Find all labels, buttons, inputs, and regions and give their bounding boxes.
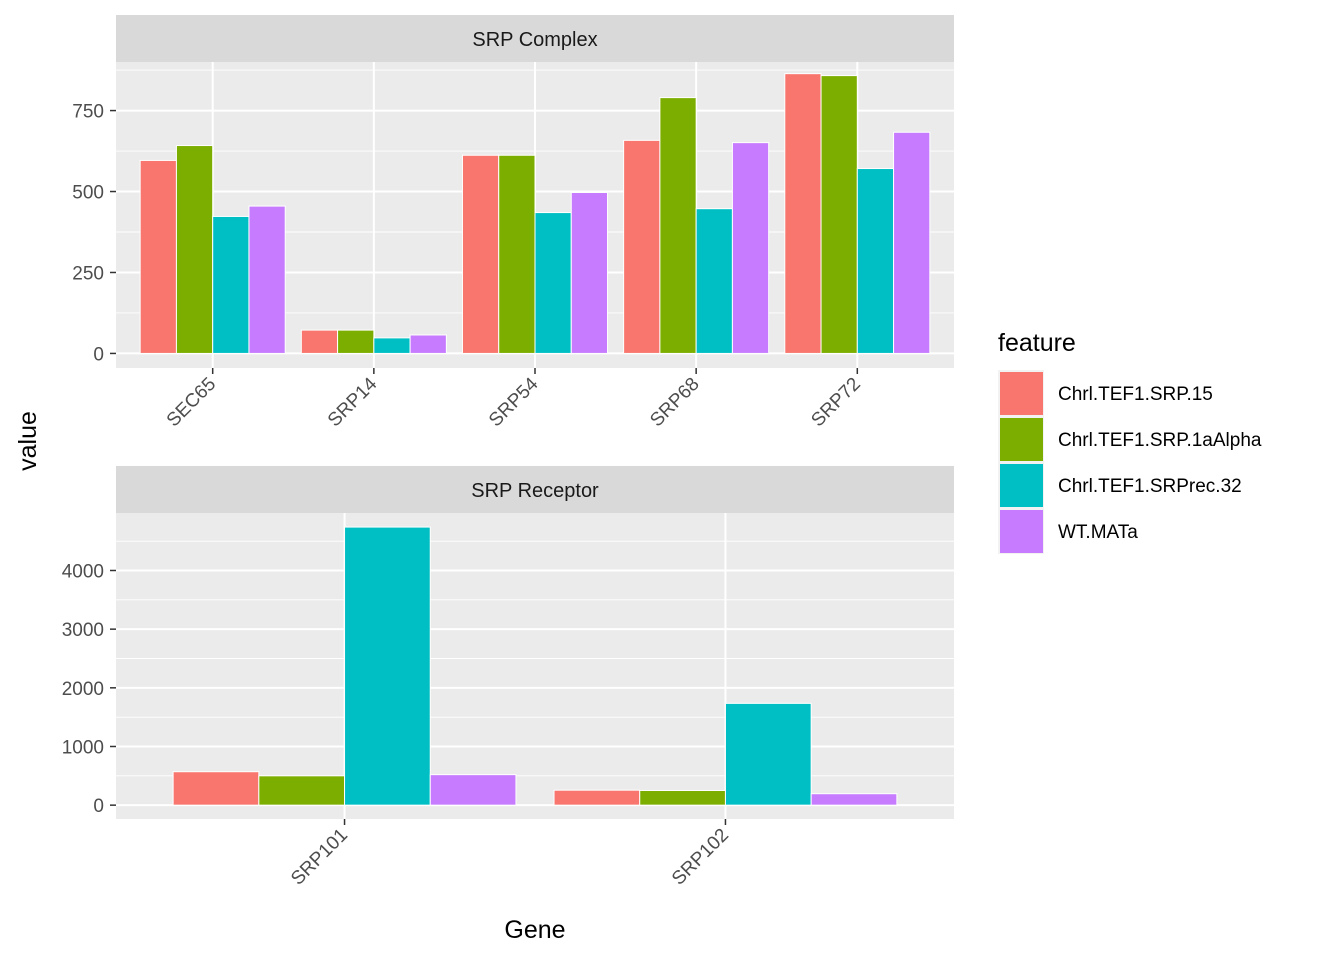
x-tick-label: SRP102 (668, 825, 733, 890)
bar (409, 334, 447, 354)
bar (639, 789, 726, 806)
bar (461, 154, 500, 354)
y-tick-label: 0 (93, 796, 104, 817)
y-axis-ticks: 0 250 500 750 (72, 102, 116, 365)
legend-key (1000, 510, 1043, 553)
bar (553, 789, 641, 806)
bar (248, 205, 286, 354)
bar (534, 212, 572, 354)
bar (258, 775, 346, 806)
legend-key (1000, 464, 1043, 507)
x-tick-label: SRP14 (324, 373, 382, 431)
panel-strip-title: SRP Complex (472, 29, 597, 51)
legend-key (1000, 372, 1043, 415)
x-axis-title: Gene (504, 916, 565, 944)
panel-strip (116, 466, 954, 513)
x-axis-ticks: SEC65 SRP14 SRP54 SRP68 SRP72 (163, 368, 865, 431)
bar (172, 771, 260, 806)
bar (856, 168, 895, 354)
y-tick-label: 250 (72, 263, 104, 284)
legend-title: feature (998, 329, 1076, 357)
x-tick-label: SRP54 (485, 373, 543, 431)
bar (731, 142, 770, 354)
panel-bars (139, 73, 931, 354)
x-tick-label: SEC65 (163, 374, 220, 431)
bar (139, 159, 177, 354)
bar (659, 97, 697, 354)
y-tick-label: 750 (72, 102, 104, 123)
y-tick-label: 500 (72, 183, 104, 204)
y-axis-ticks: 0 1000 2000 3000 4000 (62, 561, 116, 817)
legend-label: Chrl.TEF1.SRP.15 (1058, 384, 1213, 405)
bar (695, 208, 733, 354)
x-axis-ticks: SRP101 SRP102 (287, 819, 733, 890)
bar (810, 793, 898, 806)
panel-background (116, 513, 954, 819)
panel-bars (172, 526, 898, 806)
panel-strip-title: SRP Receptor (471, 480, 599, 502)
bar (175, 145, 214, 354)
y-tick-label: 1000 (62, 737, 104, 758)
bar (373, 337, 411, 354)
y-tick-label: 2000 (62, 679, 104, 700)
x-tick-label: SRP101 (287, 825, 352, 890)
legend: feature Chrl.TEF1.SRP.15 Chrl.TEF1.SRP.1a… (998, 329, 1262, 554)
bar (337, 329, 375, 354)
legend-items: Chrl.TEF1.SRP.15 Chrl.TEF1.SRP.1aAlpha Chr… (998, 370, 1262, 554)
y-tick-label: 0 (93, 344, 104, 365)
y-tick-label: 3000 (62, 620, 104, 641)
legend-label: WT.MATa (1058, 522, 1138, 543)
bar (570, 191, 609, 354)
bar (893, 131, 931, 354)
legend-label: Chrl.TEF1.SRPrec.32 (1058, 476, 1242, 497)
bar (820, 75, 858, 354)
y-tick-label: 4000 (62, 561, 104, 582)
bar (344, 526, 431, 806)
legend-label: Chrl.TEF1.SRP.1aAlpha (1058, 430, 1262, 451)
panel-srp-complex: SRP Complex 0 250 500 750 SEC65 SRP14 SRP54 SR… (72, 15, 954, 431)
bar (300, 329, 339, 354)
bar (623, 139, 661, 354)
legend-key (1000, 418, 1043, 461)
bar (498, 154, 536, 354)
y-axis-title: value (14, 411, 42, 471)
bar (429, 774, 517, 806)
bar (212, 215, 250, 354)
x-tick-label: SRP72 (807, 374, 864, 431)
bar (724, 702, 812, 806)
x-tick-label: SRP68 (646, 374, 703, 431)
bar (784, 73, 822, 354)
panel-strip (116, 15, 954, 62)
